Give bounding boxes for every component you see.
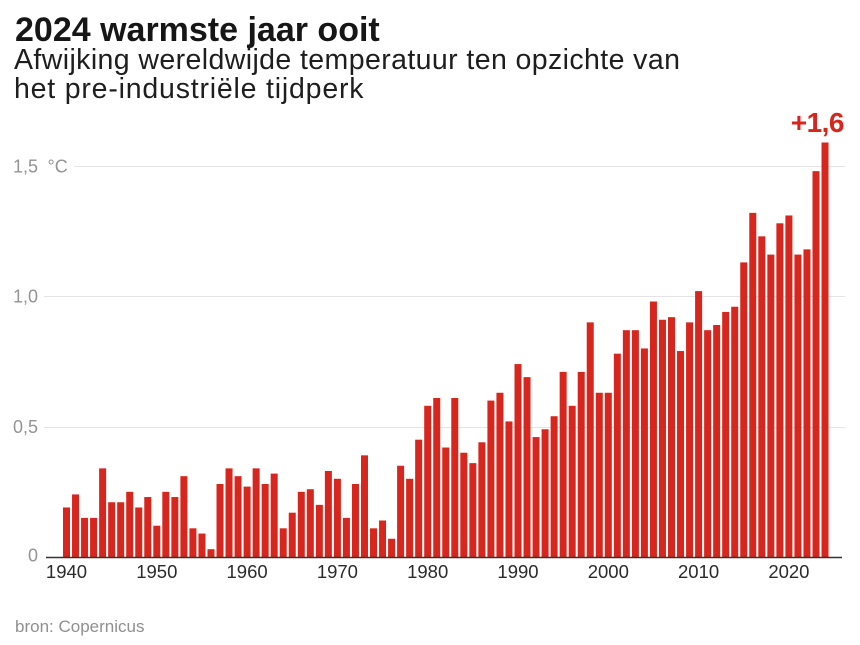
svg-text:2010: 2010 [678,561,719,582]
svg-text:0,5: 0,5 [13,417,38,437]
svg-text:1940: 1940 [46,561,87,582]
svg-text:1960: 1960 [227,561,268,582]
svg-text:1,5: 1,5 [13,157,38,177]
svg-text:1950: 1950 [136,561,177,582]
svg-text:°C: °C [48,157,68,177]
svg-text:1970: 1970 [317,561,358,582]
svg-text:1990: 1990 [497,561,538,582]
svg-text:2020: 2020 [768,561,809,582]
svg-text:1980: 1980 [407,561,448,582]
svg-text:1,0: 1,0 [13,287,38,307]
svg-text:0: 0 [28,546,38,566]
svg-text:2000: 2000 [588,561,629,582]
